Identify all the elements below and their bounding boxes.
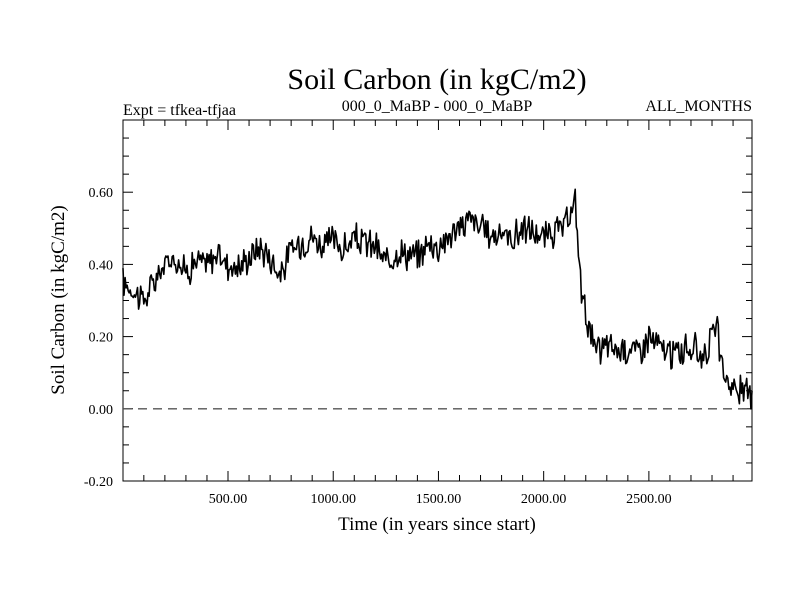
x-axis-label: Time (in years since start) <box>338 514 536 535</box>
y-tick-label: 0.00 <box>89 403 114 418</box>
subtitle-period: 000_0_MaBP - 000_0_MaBP <box>342 98 533 115</box>
x-tick-labels: 500.00 1000.00 1500.00 2000.00 2500.00 <box>209 492 672 507</box>
series-line <box>122 188 753 410</box>
subtitle-months: ALL_MONTHS <box>645 98 752 115</box>
y-tick-label: -0.20 <box>84 475 113 490</box>
y-tick-label: 0.40 <box>89 258 114 273</box>
axis-ticks <box>123 120 752 481</box>
x-tick-label: 2000.00 <box>521 492 567 507</box>
chart-title: Soil Carbon (in kgC/m2) <box>287 63 586 96</box>
y-tick-label: 0.60 <box>89 186 114 201</box>
x-tick-label: 500.00 <box>209 492 248 507</box>
plot-frame <box>122 119 753 482</box>
x-tick-label: 1500.00 <box>416 492 462 507</box>
y-tick-label: 0.20 <box>89 331 114 346</box>
y-axis-label: Soil Carbon (in kgC/m2) <box>48 205 69 394</box>
subtitle-expt: Expt = tfkea-tfjaa <box>123 102 236 119</box>
y-tick-labels: -0.20 0.00 0.20 0.40 0.60 <box>84 186 113 490</box>
x-tick-label: 1000.00 <box>310 492 356 507</box>
x-tick-label: 2500.00 <box>626 492 672 507</box>
